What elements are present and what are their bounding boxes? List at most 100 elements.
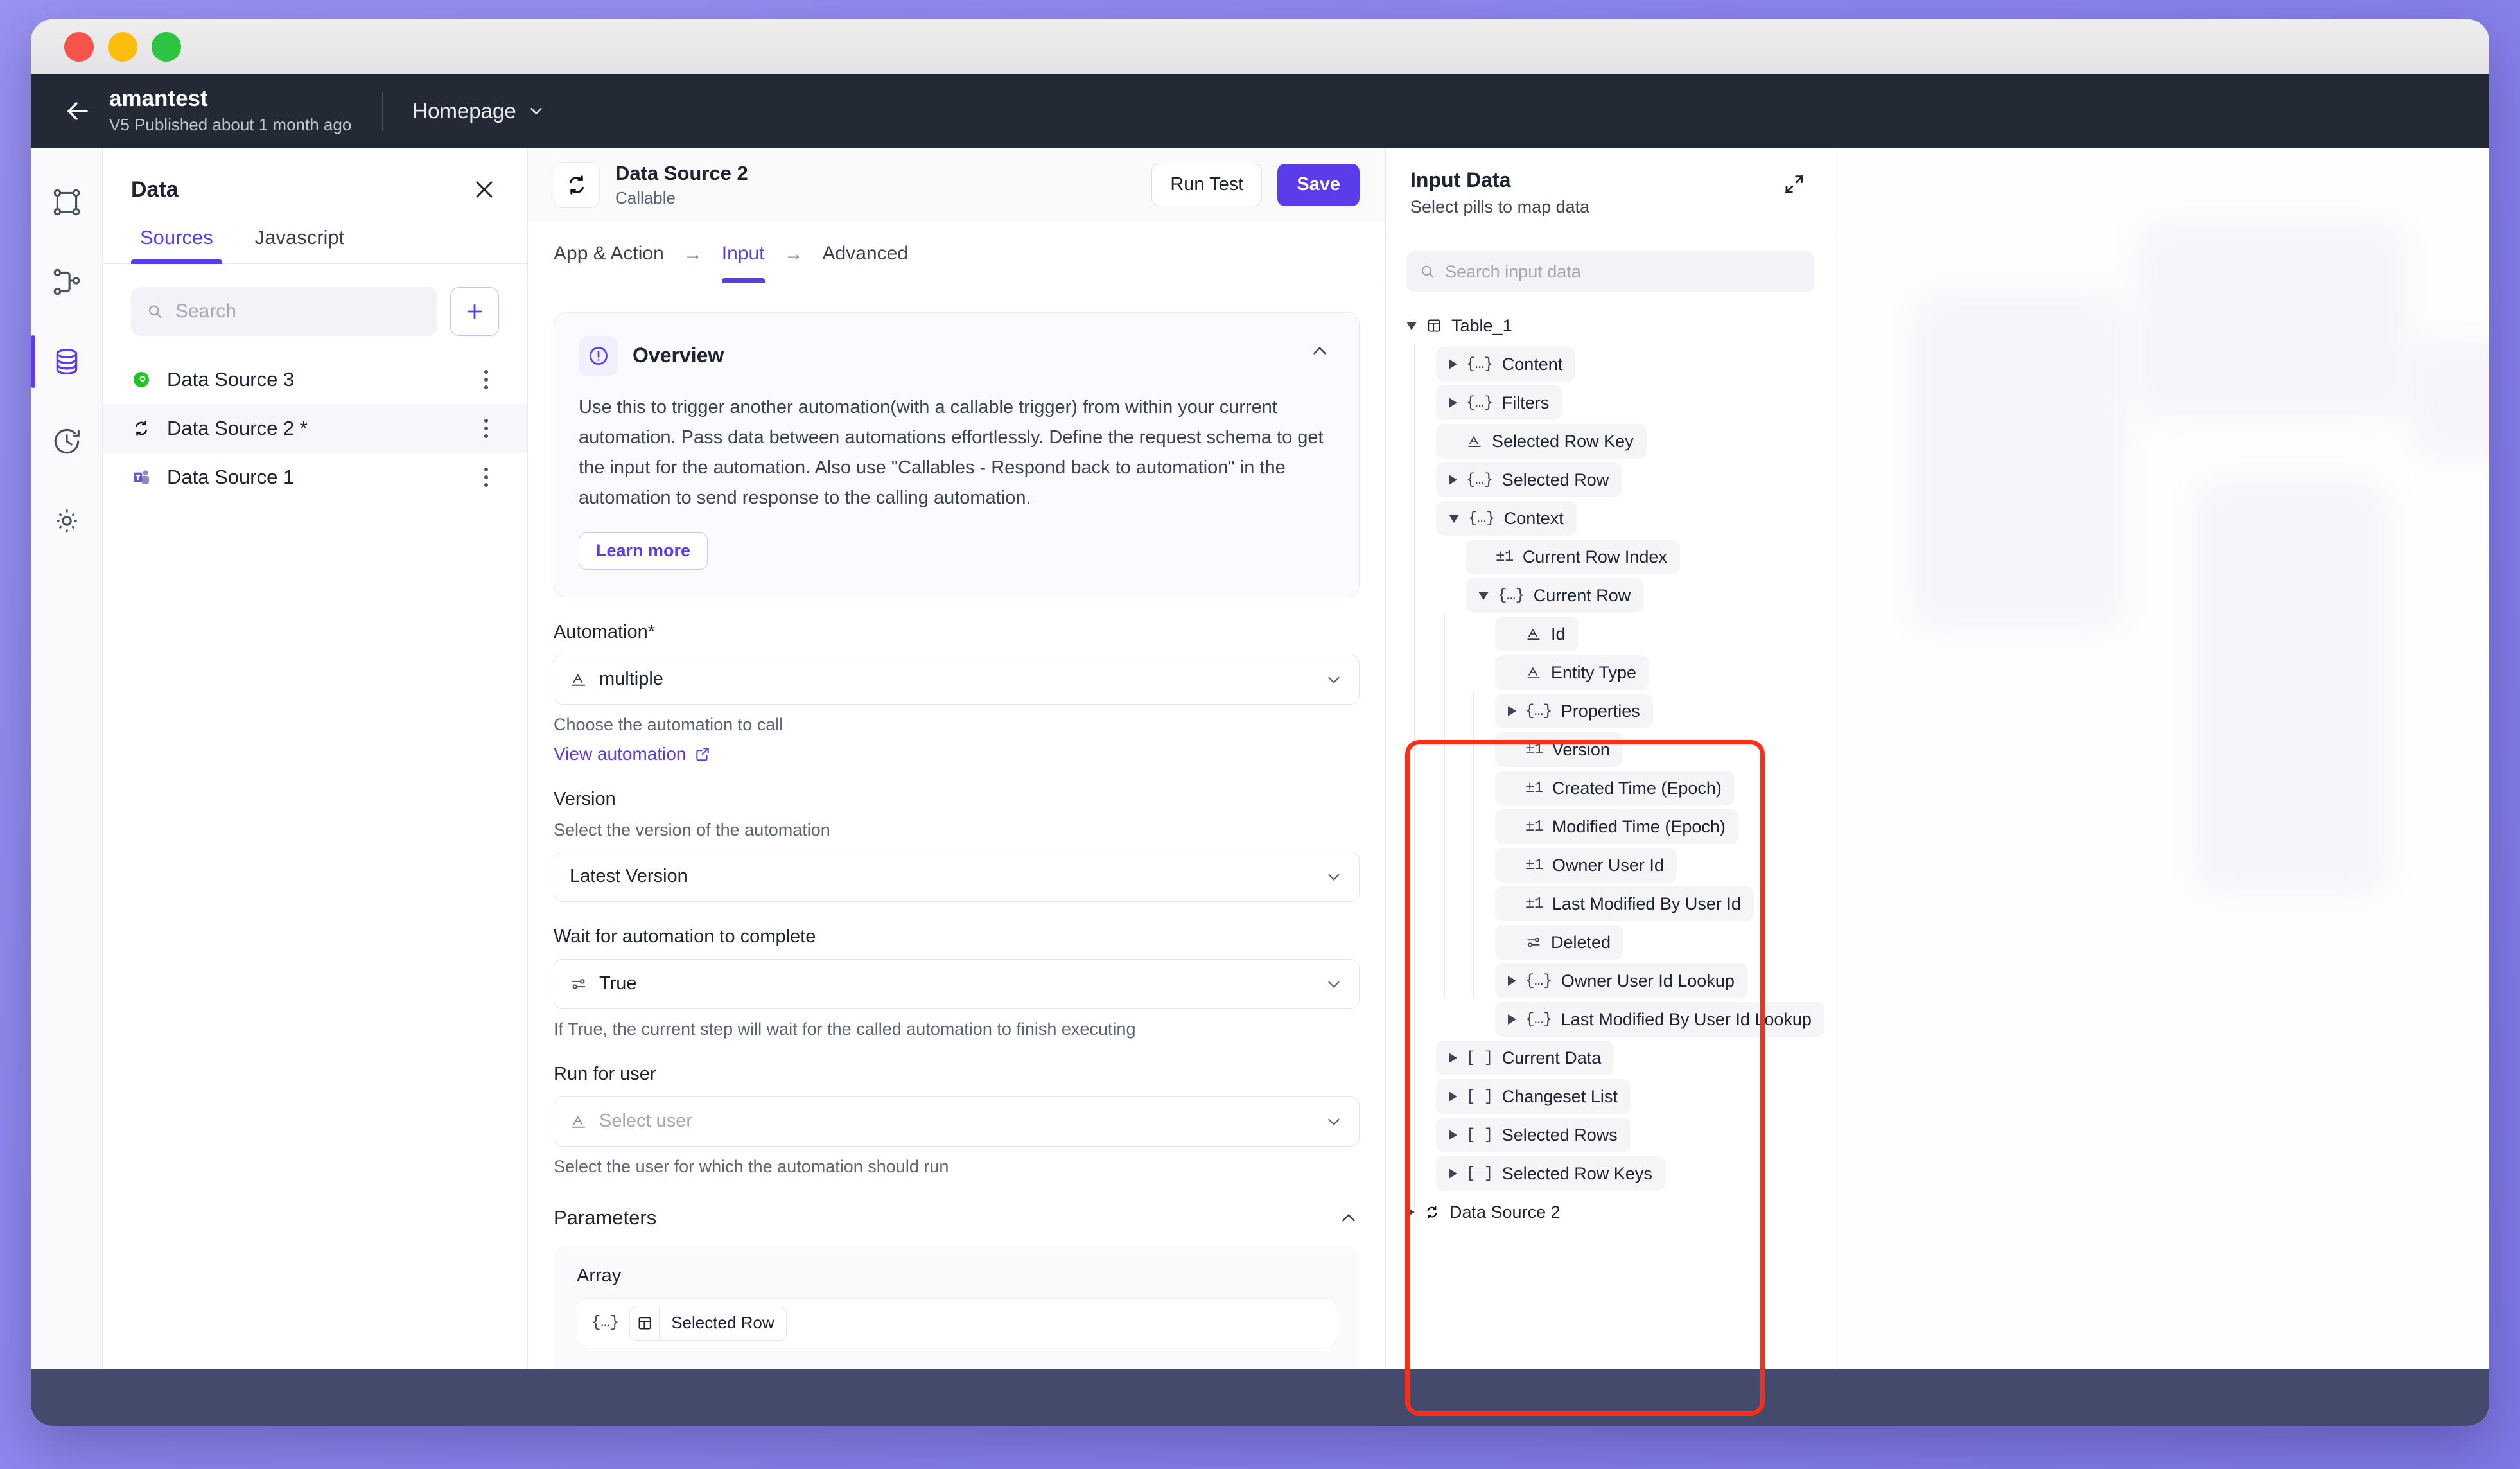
step-breadcrumb: App & Action → Input → Advanced <box>528 222 1385 286</box>
version-select[interactable]: Latest Version <box>554 851 1360 902</box>
view-automation-link[interactable]: View automation <box>554 744 711 764</box>
chevron-right-icon[interactable] <box>1449 359 1457 369</box>
tab-sources[interactable]: Sources <box>131 226 222 264</box>
collapse-diagonal-icon[interactable] <box>1778 168 1810 200</box>
text-type-icon <box>1466 433 1483 450</box>
text-type-icon <box>570 671 588 689</box>
input-data-pill[interactable]: Deleted <box>1495 925 1624 960</box>
window-close-button[interactable] <box>64 31 94 62</box>
mapped-pill[interactable]: Selected Row <box>629 1305 787 1341</box>
input-data-pill[interactable]: {…} Last Modified By User Id Lookup <box>1495 1002 1824 1037</box>
layers-tree-icon[interactable] <box>46 261 88 303</box>
caret-spacer <box>1508 900 1516 908</box>
input-data-pill[interactable]: ±1 Last Modified By User Id <box>1495 886 1754 921</box>
chevron-up-icon[interactable] <box>1338 1207 1360 1229</box>
input-data-pill[interactable]: Selected Row Key <box>1436 424 1647 459</box>
kebab-menu-icon[interactable] <box>473 419 499 438</box>
param-field-array[interactable]: {…} Selected Row <box>577 1297 1336 1348</box>
tab-app-and-action[interactable]: App & Action <box>554 242 664 264</box>
tree-row: {…} Owner User Id Lookup <box>1386 962 1835 1000</box>
input-data-pill[interactable]: ±1 Owner User Id <box>1495 848 1677 883</box>
caret-spacer <box>1478 553 1487 561</box>
chevron-down-icon[interactable] <box>1478 591 1489 600</box>
input-data-pill[interactable]: [ ] Changeset List <box>1436 1079 1631 1114</box>
green-circle-icon <box>131 369 152 390</box>
parameters-title: Parameters <box>554 1206 657 1229</box>
input-data-pill[interactable]: [ ] Selected Rows <box>1436 1118 1631 1152</box>
tree-row: Entity Type <box>1386 653 1835 692</box>
input-data-pill[interactable]: [ ] Current Data <box>1436 1041 1614 1075</box>
field-help-version: Select the version of the automation <box>554 820 830 840</box>
step-title: Data Source 2 <box>615 162 748 185</box>
input-data-pill[interactable]: {…} Properties <box>1495 694 1653 728</box>
chevron-right-icon[interactable] <box>1449 398 1457 408</box>
tree-row: ±1 Created Time (Epoch) <box>1386 769 1835 807</box>
close-icon[interactable] <box>469 175 499 204</box>
chevron-right-icon[interactable] <box>1449 1091 1457 1102</box>
window-minimize-button[interactable] <box>108 31 137 62</box>
tab-input[interactable]: Input <box>721 226 765 283</box>
database-icon[interactable] <box>31 335 88 388</box>
chevron-down-icon[interactable] <box>1449 514 1459 523</box>
input-data-pill[interactable]: Entity Type <box>1495 655 1650 690</box>
chevron-down-icon[interactable] <box>1406 321 1417 330</box>
list-item[interactable]: Data Source 1 <box>103 453 527 502</box>
input-data-pill[interactable]: Table_1 <box>1406 308 1525 343</box>
kebab-menu-icon[interactable] <box>473 468 499 487</box>
input-data-pill[interactable]: ±1 Version <box>1495 732 1623 767</box>
window-maximize-button[interactable] <box>152 31 181 62</box>
chevron-up-icon[interactable] <box>1305 336 1334 365</box>
table-icon <box>630 1306 660 1340</box>
run-test-button[interactable]: Run Test <box>1151 163 1263 206</box>
chevron-right-icon[interactable] <box>1449 1130 1457 1140</box>
learn-more-button[interactable]: Learn more <box>579 532 708 570</box>
list-item-label: Data Source 3 <box>167 368 295 391</box>
run-for-user-select[interactable]: Select user <box>554 1096 1360 1147</box>
search-input-wrapper[interactable] <box>131 287 437 336</box>
kebab-menu-icon[interactable] <box>473 370 499 389</box>
input-data-pill[interactable]: Id <box>1495 617 1579 651</box>
wait-select[interactable]: True <box>554 958 1360 1009</box>
input-data-pill[interactable]: ±1 Modified Time (Epoch) <box>1495 809 1738 844</box>
input-data-pill[interactable]: {…} Owner User Id Lookup <box>1495 963 1747 998</box>
list-item[interactable]: Data Source 3 <box>103 355 527 404</box>
chevron-right-icon[interactable] <box>1449 1168 1457 1179</box>
input-data-search-wrapper[interactable] <box>1406 251 1814 292</box>
chevron-right-icon[interactable] <box>1508 976 1516 986</box>
app-version-status: V5 Published about 1 month ago <box>109 114 352 134</box>
chevron-right-icon[interactable] <box>1449 475 1457 485</box>
input-data-pill[interactable]: {…} Current Row <box>1466 578 1644 613</box>
input-data-pill[interactable]: [ ] Selected Row Keys <box>1436 1156 1665 1191</box>
callable-loop-icon <box>131 418 152 439</box>
arrow-left-icon[interactable] <box>58 91 98 131</box>
plus-icon[interactable] <box>450 287 499 336</box>
input-data-pill-label: Last Modified By User Id Lookup <box>1561 1009 1812 1029</box>
tree-row: Id <box>1386 615 1835 653</box>
page-selector[interactable]: Homepage <box>412 99 545 123</box>
input-data-pill[interactable]: ±1 Current Row Index <box>1466 540 1680 574</box>
input-data-pill[interactable]: Data Source 2 <box>1406 1195 1573 1229</box>
components-icon[interactable] <box>46 181 88 224</box>
automation-select[interactable]: multiple <box>554 654 1360 705</box>
chevron-right-icon[interactable] <box>1508 1014 1516 1025</box>
input-data-pill[interactable]: ±1 Created Time (Epoch) <box>1495 771 1735 805</box>
tab-javascript[interactable]: Javascript <box>254 226 345 249</box>
input-data-pill[interactable]: {…} Selected Row <box>1436 462 1622 497</box>
field-label-wait: Wait for automation to complete <box>554 926 816 947</box>
input-data-pill[interactable]: {…} Filters <box>1436 385 1562 420</box>
list-item[interactable]: Data Source 2 * <box>103 404 527 453</box>
input-data-search-input[interactable] <box>1445 261 1801 282</box>
tab-advanced[interactable]: Advanced <box>822 242 908 264</box>
input-data-pill[interactable]: {…} Content <box>1436 347 1576 382</box>
chevron-right-icon[interactable] <box>1508 706 1516 716</box>
input-data-pill-label: Deleted <box>1551 932 1611 952</box>
chevron-right-icon[interactable] <box>1406 1207 1415 1217</box>
input-data-pill[interactable]: {…} Context <box>1436 501 1577 536</box>
save-step-button[interactable]: Save <box>1277 163 1360 206</box>
caret-spacer <box>1508 784 1516 793</box>
caret-spacer <box>1508 669 1516 677</box>
settings-gear-icon[interactable] <box>46 500 88 542</box>
chevron-right-icon[interactable] <box>1449 1053 1457 1063</box>
search-input[interactable] <box>175 301 422 322</box>
history-clock-icon[interactable] <box>46 420 88 462</box>
